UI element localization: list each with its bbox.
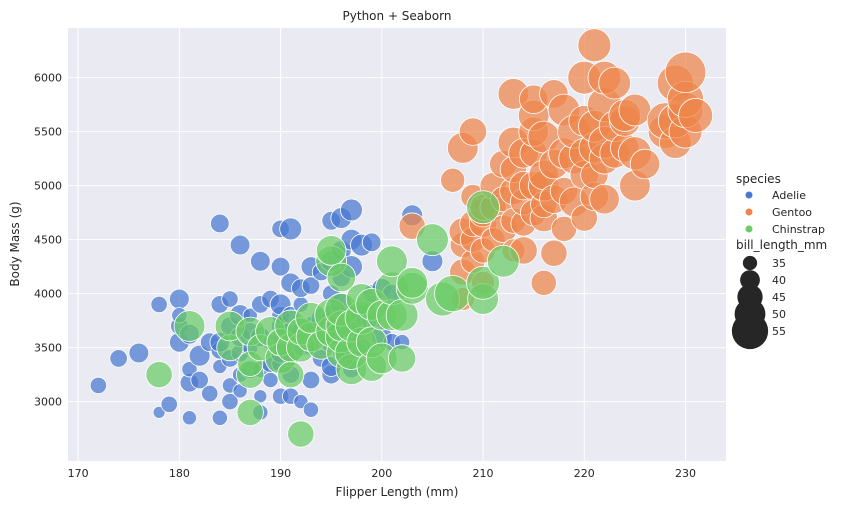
chinstrap-point: [466, 190, 500, 225]
chinstrap-point: [396, 267, 428, 299]
x-tick-label: 170: [68, 467, 89, 480]
adelie-point: [109, 349, 128, 368]
legend-label-chinstrap: Chinstrap: [772, 223, 825, 236]
chinstrap-point: [173, 310, 206, 342]
chinstrap-point: [326, 262, 357, 293]
chinstrap-point: [145, 361, 173, 389]
adelie-point: [301, 370, 321, 390]
chinstrap-point: [376, 245, 408, 278]
gentoo-point: [618, 93, 652, 127]
adelie-point: [181, 410, 198, 426]
chinstrap-point: [287, 420, 315, 448]
y-tick-label: 5500: [34, 126, 62, 139]
x-tick-labels: 170 180 190 200 210 220 230: [68, 467, 696, 480]
chart-title: Python + Seaborn: [343, 9, 452, 23]
gentoo-point: [540, 239, 568, 267]
chinstrap-point: [277, 361, 305, 389]
adelie-point: [340, 198, 363, 222]
adelie-point: [169, 288, 190, 310]
adelie-point: [361, 232, 382, 253]
adelie-point: [210, 213, 230, 234]
adelie-point: [201, 384, 219, 403]
legend-hue-title: species: [736, 172, 781, 186]
adelie-point: [181, 361, 198, 378]
adelie-point: [279, 217, 303, 241]
x-tick-label: 180: [169, 467, 190, 480]
y-tick-label: 4000: [34, 288, 62, 301]
adelie-point: [160, 395, 178, 413]
legend-size-label: 40: [772, 274, 786, 287]
legend-size-label: 45: [772, 291, 786, 304]
legend-size-label: 35: [772, 257, 786, 270]
legend-species-entries: Adelie Gentoo Chinstrap: [745, 189, 825, 236]
y-tick-label: 4500: [34, 234, 62, 247]
legend-size-marker: [740, 270, 760, 290]
adelie-point: [152, 405, 166, 419]
series-chinstrap: [145, 190, 520, 448]
gentoo-point: [589, 183, 620, 215]
gentoo-point: [629, 148, 661, 180]
legend-size-label: 55: [772, 325, 786, 338]
legend-label-gentoo: Gentoo: [772, 206, 812, 219]
x-tick-label: 190: [270, 467, 291, 480]
adelie-point: [262, 371, 279, 389]
adelie-point: [253, 389, 268, 404]
gentoo-point: [598, 66, 631, 100]
x-tick-label: 210: [473, 467, 494, 480]
gentoo-point: [440, 167, 466, 193]
legend-size-marker: [742, 255, 758, 271]
chinstrap-point: [236, 398, 264, 427]
legend-size-marker: [731, 312, 769, 350]
y-tick-labels: 3000 3500 4000 4500 5000 5500 6000: [34, 72, 62, 409]
chinstrap-point: [315, 235, 347, 266]
legend-size-title: bill_length_mm: [736, 238, 827, 252]
legend-size-label: 50: [772, 308, 786, 321]
y-tick-label: 5000: [34, 180, 62, 193]
legend-marker-gentoo: [745, 208, 753, 216]
y-tick-label: 6000: [34, 72, 62, 85]
adelie-point: [128, 342, 150, 364]
gentoo-point: [458, 117, 488, 146]
x-tick-label: 200: [371, 467, 392, 480]
legend: species Adelie Gentoo Chinstrap bill_lengt…: [731, 172, 827, 350]
gentoo-point: [577, 28, 612, 63]
legend-label-adelie: Adelie: [772, 189, 806, 202]
adelie-point: [211, 409, 228, 426]
chinstrap-point: [486, 244, 520, 278]
legend-marker-adelie: [745, 191, 753, 199]
adelie-point: [229, 234, 251, 256]
adelie-point: [221, 290, 239, 308]
gentoo-point: [530, 269, 557, 296]
legend-marker-chinstrap: [745, 225, 753, 233]
adelie-point: [150, 295, 168, 314]
adelie-point: [190, 370, 209, 390]
chinstrap-point: [387, 344, 417, 373]
x-tick-label: 220: [574, 467, 595, 480]
adelie-point: [302, 401, 320, 418]
adelie-point: [250, 250, 271, 272]
y-tick-label: 3000: [34, 396, 62, 409]
adelie-point: [270, 256, 291, 277]
chinstrap-point: [466, 265, 500, 300]
legend-size-entries: 35 40 45 50 55: [731, 255, 786, 350]
y-axis-title: Body Mass (g): [8, 201, 22, 286]
chinstrap-point: [434, 275, 472, 313]
x-tick-label: 230: [675, 467, 696, 480]
adelie-point: [89, 376, 108, 395]
y-tick-label: 3500: [34, 342, 62, 355]
gentoo-point: [664, 51, 707, 94]
data-points: [89, 28, 714, 448]
gentoo-point: [678, 98, 714, 133]
chinstrap-point: [416, 223, 449, 256]
x-axis-title: Flipper Length (mm): [336, 485, 459, 499]
